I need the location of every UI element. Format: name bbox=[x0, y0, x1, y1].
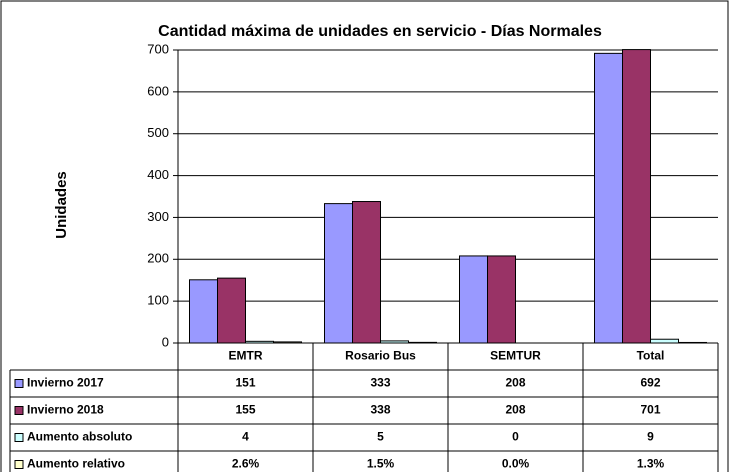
legend-swatch bbox=[14, 433, 24, 442]
bar bbox=[650, 338, 679, 344]
data-label: 333 bbox=[370, 376, 390, 390]
y-tick-label: 500 bbox=[147, 125, 169, 140]
legend-swatch bbox=[14, 460, 24, 469]
data-label: 0 bbox=[512, 430, 519, 444]
data-label: 155 bbox=[235, 403, 255, 417]
bar bbox=[189, 279, 218, 344]
y-tick-label: 0 bbox=[162, 334, 169, 349]
bar bbox=[217, 277, 246, 344]
data-label: 338 bbox=[370, 403, 390, 417]
x-tick-label: Total bbox=[637, 349, 665, 363]
x-tick-label: EMTR bbox=[229, 349, 263, 363]
data-label: 4 bbox=[242, 430, 249, 444]
data-label: 9 bbox=[647, 430, 654, 444]
bar bbox=[594, 52, 623, 344]
x-tick-label: Rosario Bus bbox=[345, 349, 416, 363]
y-tick-label: 700 bbox=[147, 41, 169, 56]
y-tick-label: 100 bbox=[147, 293, 169, 308]
bar bbox=[622, 49, 651, 344]
data-label: 692 bbox=[640, 376, 660, 390]
data-label: 208 bbox=[505, 376, 525, 390]
bar bbox=[459, 255, 488, 344]
legend-swatch bbox=[14, 379, 24, 388]
legend-label: Aumento absoluto bbox=[27, 430, 132, 444]
bar bbox=[352, 201, 381, 344]
y-tick-label: 600 bbox=[147, 83, 169, 98]
x-tick-label: SEMTUR bbox=[490, 349, 541, 363]
y-tick-label: 200 bbox=[147, 251, 169, 266]
legend-label: Aumento relativo bbox=[27, 457, 125, 471]
legend-label: Invierno 2018 bbox=[27, 403, 104, 417]
bar bbox=[324, 203, 353, 344]
y-axis-label: Unidades bbox=[53, 171, 70, 239]
data-label: 1.5% bbox=[367, 457, 395, 471]
legend-swatch bbox=[14, 406, 24, 415]
chart-title: Cantidad máxima de unidades en servicio … bbox=[158, 23, 602, 40]
data-label: 208 bbox=[505, 403, 525, 417]
data-label: 5 bbox=[377, 430, 384, 444]
legend-label: Invierno 2017 bbox=[27, 376, 104, 390]
data-label: 701 bbox=[640, 403, 660, 417]
data-label: 1.3% bbox=[637, 457, 665, 471]
y-tick-label: 300 bbox=[147, 209, 169, 224]
data-label: 151 bbox=[235, 376, 255, 390]
y-tick-label: 400 bbox=[147, 167, 169, 182]
data-label: 0.0% bbox=[502, 457, 530, 471]
bar bbox=[487, 255, 516, 344]
data-label: 2.6% bbox=[232, 457, 260, 471]
